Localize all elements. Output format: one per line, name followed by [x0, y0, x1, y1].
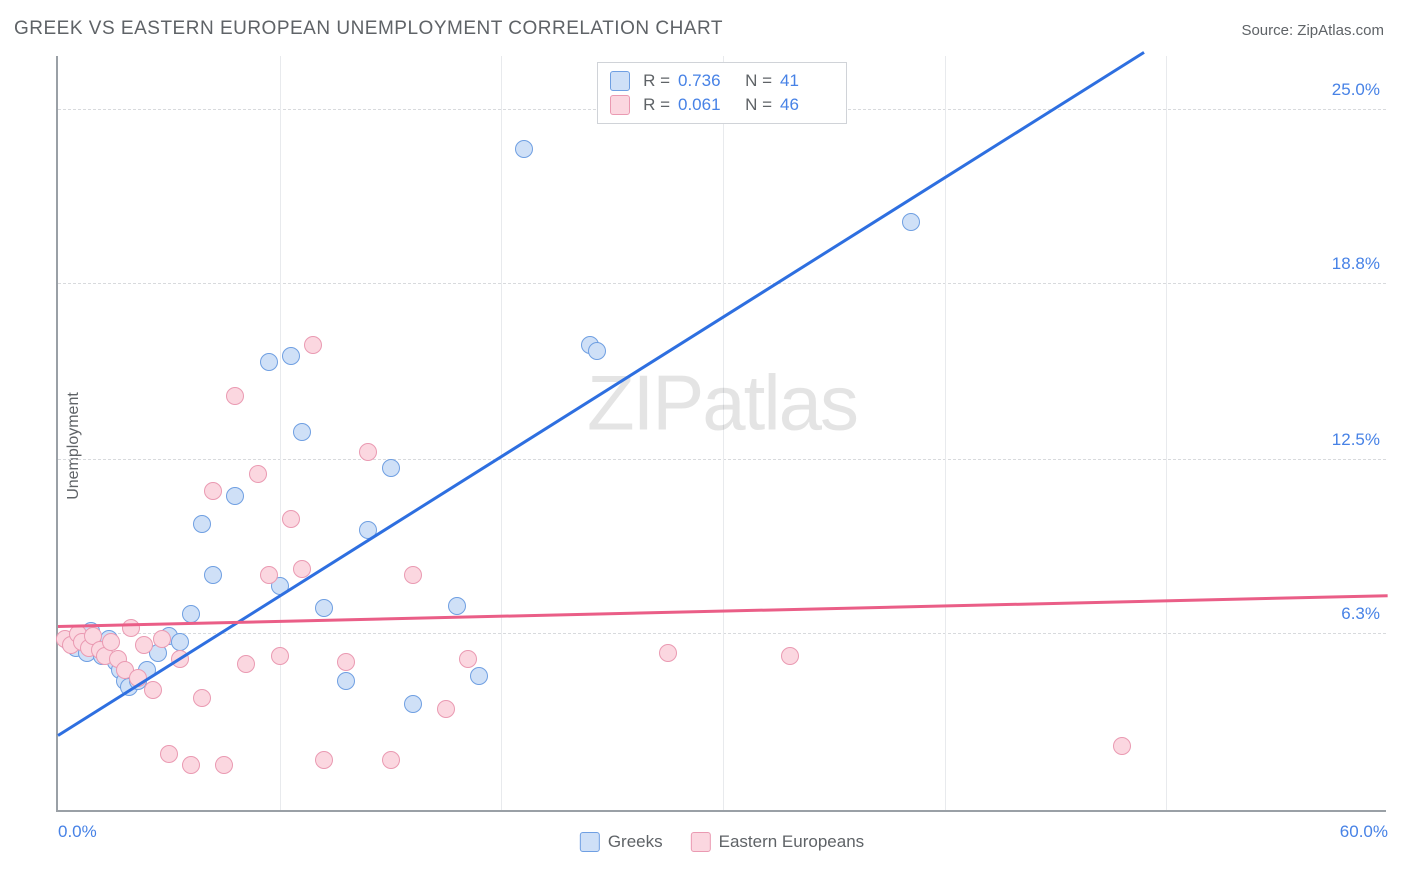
x-tick-label: 60.0% — [1340, 822, 1388, 842]
data-point — [249, 465, 267, 483]
stats-legend-row: R = 0.736N = 41 — [610, 69, 834, 93]
stats-legend: R = 0.736N = 41R = 0.061N = 46 — [597, 62, 847, 124]
data-point — [215, 756, 233, 774]
data-point — [171, 633, 189, 651]
data-point — [315, 751, 333, 769]
data-point — [182, 605, 200, 623]
data-point — [1113, 737, 1131, 755]
gridline-v — [1166, 56, 1167, 810]
data-point — [193, 689, 211, 707]
gridline-v — [501, 56, 502, 810]
data-point — [193, 515, 211, 533]
plot-area: ZIPatlas R = 0.736N = 41R = 0.061N = 46 … — [56, 56, 1386, 812]
gridline-h — [58, 459, 1386, 460]
data-point — [404, 695, 422, 713]
y-tick-label: 25.0% — [1332, 80, 1380, 100]
data-point — [260, 353, 278, 371]
data-point — [304, 336, 322, 354]
data-point — [659, 644, 677, 662]
data-point — [359, 443, 377, 461]
data-point — [271, 647, 289, 665]
data-point — [122, 619, 140, 637]
legend-swatch — [580, 832, 600, 852]
trend-line — [57, 51, 1145, 737]
data-point — [182, 756, 200, 774]
data-point — [204, 482, 222, 500]
legend-label: Eastern Europeans — [719, 832, 865, 852]
data-point — [144, 681, 162, 699]
data-point — [448, 597, 466, 615]
legend-swatch — [691, 832, 711, 852]
data-point — [226, 487, 244, 505]
gridline-v — [945, 56, 946, 810]
legend-swatch — [610, 95, 630, 115]
data-point — [260, 566, 278, 584]
data-point — [515, 140, 533, 158]
y-tick-label: 6.3% — [1341, 604, 1380, 624]
y-tick-label: 12.5% — [1332, 430, 1380, 450]
data-point — [293, 423, 311, 441]
data-point — [437, 700, 455, 718]
gridline-v — [280, 56, 281, 810]
x-tick-label: 0.0% — [58, 822, 97, 842]
gridline-h — [58, 633, 1386, 634]
data-point — [226, 387, 244, 405]
watermark: ZIPatlas — [587, 357, 857, 448]
correlation-chart: GREEK VS EASTERN EUROPEAN UNEMPLOYMENT C… — [0, 0, 1406, 892]
legend-item: Eastern Europeans — [691, 832, 865, 852]
legend-label: Greeks — [608, 832, 663, 852]
data-point — [902, 213, 920, 231]
data-point — [459, 650, 477, 668]
data-point — [282, 347, 300, 365]
data-point — [237, 655, 255, 673]
data-point — [135, 636, 153, 654]
data-point — [588, 342, 606, 360]
data-point — [404, 566, 422, 584]
data-point — [781, 647, 799, 665]
data-point — [337, 653, 355, 671]
y-tick-label: 18.8% — [1332, 254, 1380, 274]
series-legend: Greeks Eastern Europeans — [580, 832, 864, 852]
data-point — [470, 667, 488, 685]
data-point — [204, 566, 222, 584]
data-point — [102, 633, 120, 651]
data-point — [160, 745, 178, 763]
legend-item: Greeks — [580, 832, 663, 852]
stats-legend-row: R = 0.061N = 46 — [610, 93, 834, 117]
gridline-v — [723, 56, 724, 810]
chart-title: GREEK VS EASTERN EUROPEAN UNEMPLOYMENT C… — [14, 18, 723, 40]
data-point — [382, 459, 400, 477]
data-point — [315, 599, 333, 617]
data-point — [337, 672, 355, 690]
data-point — [153, 630, 171, 648]
legend-swatch — [610, 71, 630, 91]
gridline-h — [58, 283, 1386, 284]
data-point — [282, 510, 300, 528]
source-attribution: Source: ZipAtlas.com — [1241, 22, 1384, 39]
data-point — [382, 751, 400, 769]
